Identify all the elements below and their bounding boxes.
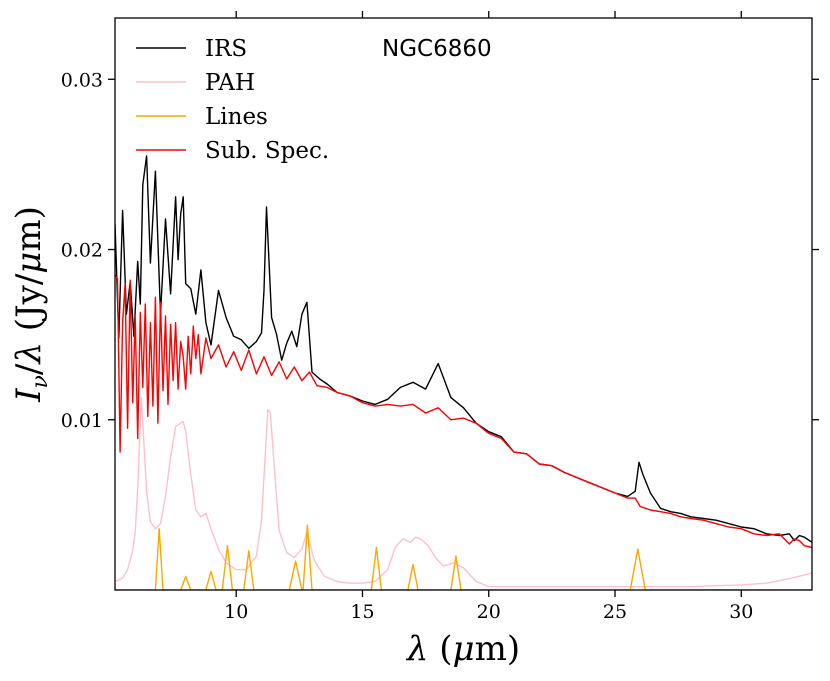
x-tick-label: 25: [603, 601, 627, 623]
x-tick-label: 10: [224, 601, 248, 623]
series-line-irs: [115, 155, 812, 543]
y-tick-label: 0.01: [61, 410, 103, 432]
y-tick-label: 0.03: [61, 69, 103, 91]
y-axis-label: Iν/λ (Jy/μm): [9, 206, 53, 403]
legend-label-lines: Lines: [205, 104, 268, 130]
legend-label-pah: PAH: [205, 70, 255, 96]
ticks-layer: 10 15 20 25 30 0.01 0.02 0.03: [61, 11, 819, 623]
x-axis-label: λ (μm): [405, 629, 520, 669]
plot-frame: [114, 17, 813, 591]
series-layer: [115, 155, 812, 590]
legend: IRS PAH Lines Sub. Spec.: [136, 36, 329, 164]
legend-label-sub-spec: Sub. Spec.: [205, 138, 329, 164]
object-annotation: NGC6860: [382, 36, 492, 62]
x-tick-label: 15: [350, 601, 374, 623]
series-line-pah: [115, 396, 812, 588]
series-line-sub-spec: [115, 274, 812, 549]
legend-label-irs: IRS: [205, 36, 247, 62]
y-tick-label: 0.02: [61, 240, 103, 262]
x-tick-label: 30: [729, 601, 753, 623]
x-tick-label: 20: [477, 601, 501, 623]
